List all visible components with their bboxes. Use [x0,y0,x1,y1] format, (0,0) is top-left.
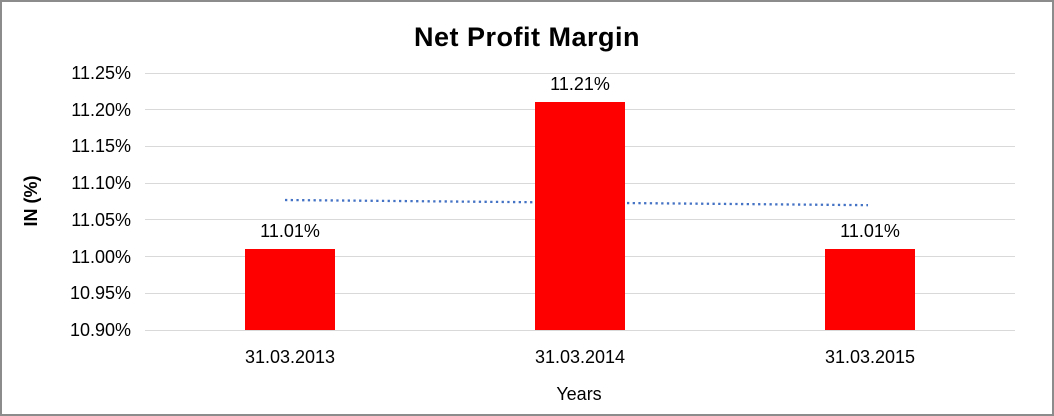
bar-value-label: 11.01% [260,221,320,242]
y-tick-label: 11.15% [71,136,131,157]
x-tick-label: 31.03.2013 [244,347,336,367]
x-tick-label: 31.03.2015 [824,347,916,367]
y-tick-label: 11.00% [71,246,131,267]
x-axis-title: Years [556,384,602,404]
y-tick-label: 11.05% [71,209,131,230]
gridline [145,72,1015,74]
gridline [145,329,1015,331]
bar-value-label: 11.01% [840,221,900,242]
x-tick-label: 31.03.2014 [534,347,626,367]
y-tick-label: 10.95% [69,283,131,304]
bar [535,102,625,330]
bar [245,249,335,330]
y-tick-label: 10.90% [69,320,131,340]
bar [825,249,915,330]
bar-value-label: 11.21% [550,74,610,95]
chart-title: Net Profit Margin [413,22,640,52]
y-tick-label: 11.25% [71,63,131,83]
y-tick-label: 11.20% [71,99,131,120]
y-tick-label: 11.10% [71,173,131,194]
